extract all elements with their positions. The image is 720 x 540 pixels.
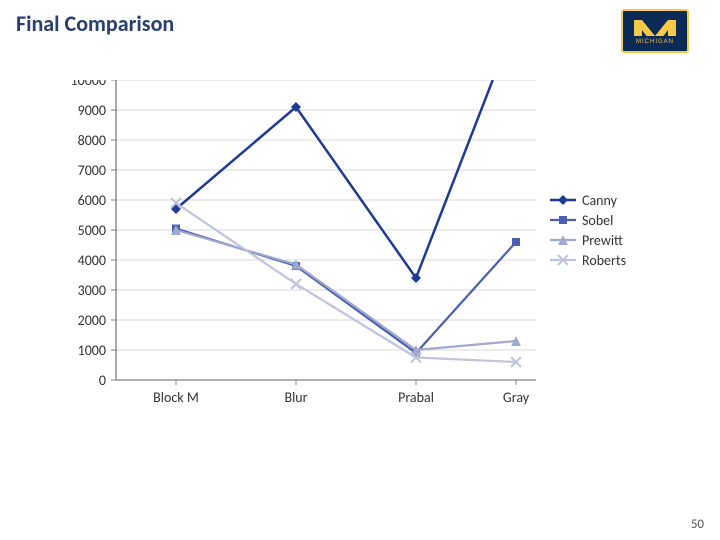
logo-label: MICHIGAN [636,39,674,45]
y-tick-label: 10000 [71,80,106,89]
page-number: 50 [691,517,704,532]
y-tick-label: 6000 [78,192,106,209]
comparison-chart: 0 1000 2000 3000 4000 5000 6000 7000 8000 9000 100… [40,80,680,445]
y-tick-label: 5000 [78,222,106,239]
legend-label: Sobel [582,212,613,229]
y-tick-label: 0 [99,372,106,389]
legend-label: Canny [582,192,618,209]
x-tick-label: Blur [284,389,307,406]
michigan-logo: MICHIGAN [614,8,696,65]
x-tick-label: Gray [503,389,530,406]
legend-label: Prewitt [582,232,623,249]
legend: Canny Sobel Prewitt Roberts [550,192,626,269]
slide-title: Final Comparison [16,10,174,37]
y-tick-label: 1000 [78,342,106,359]
x-tick-label: Block M [153,389,199,406]
y-tick-label: 7000 [78,162,106,179]
y-tick-label: 9000 [78,102,106,119]
legend-label: Roberts [582,252,626,269]
y-tick-label: 8000 [78,132,106,149]
y-tick-label: 2000 [78,312,106,329]
x-tick-label: Prabal [398,389,434,406]
series-roberts [171,198,521,367]
y-tick-label: 4000 [78,252,106,269]
y-tick-label: 3000 [78,282,106,299]
